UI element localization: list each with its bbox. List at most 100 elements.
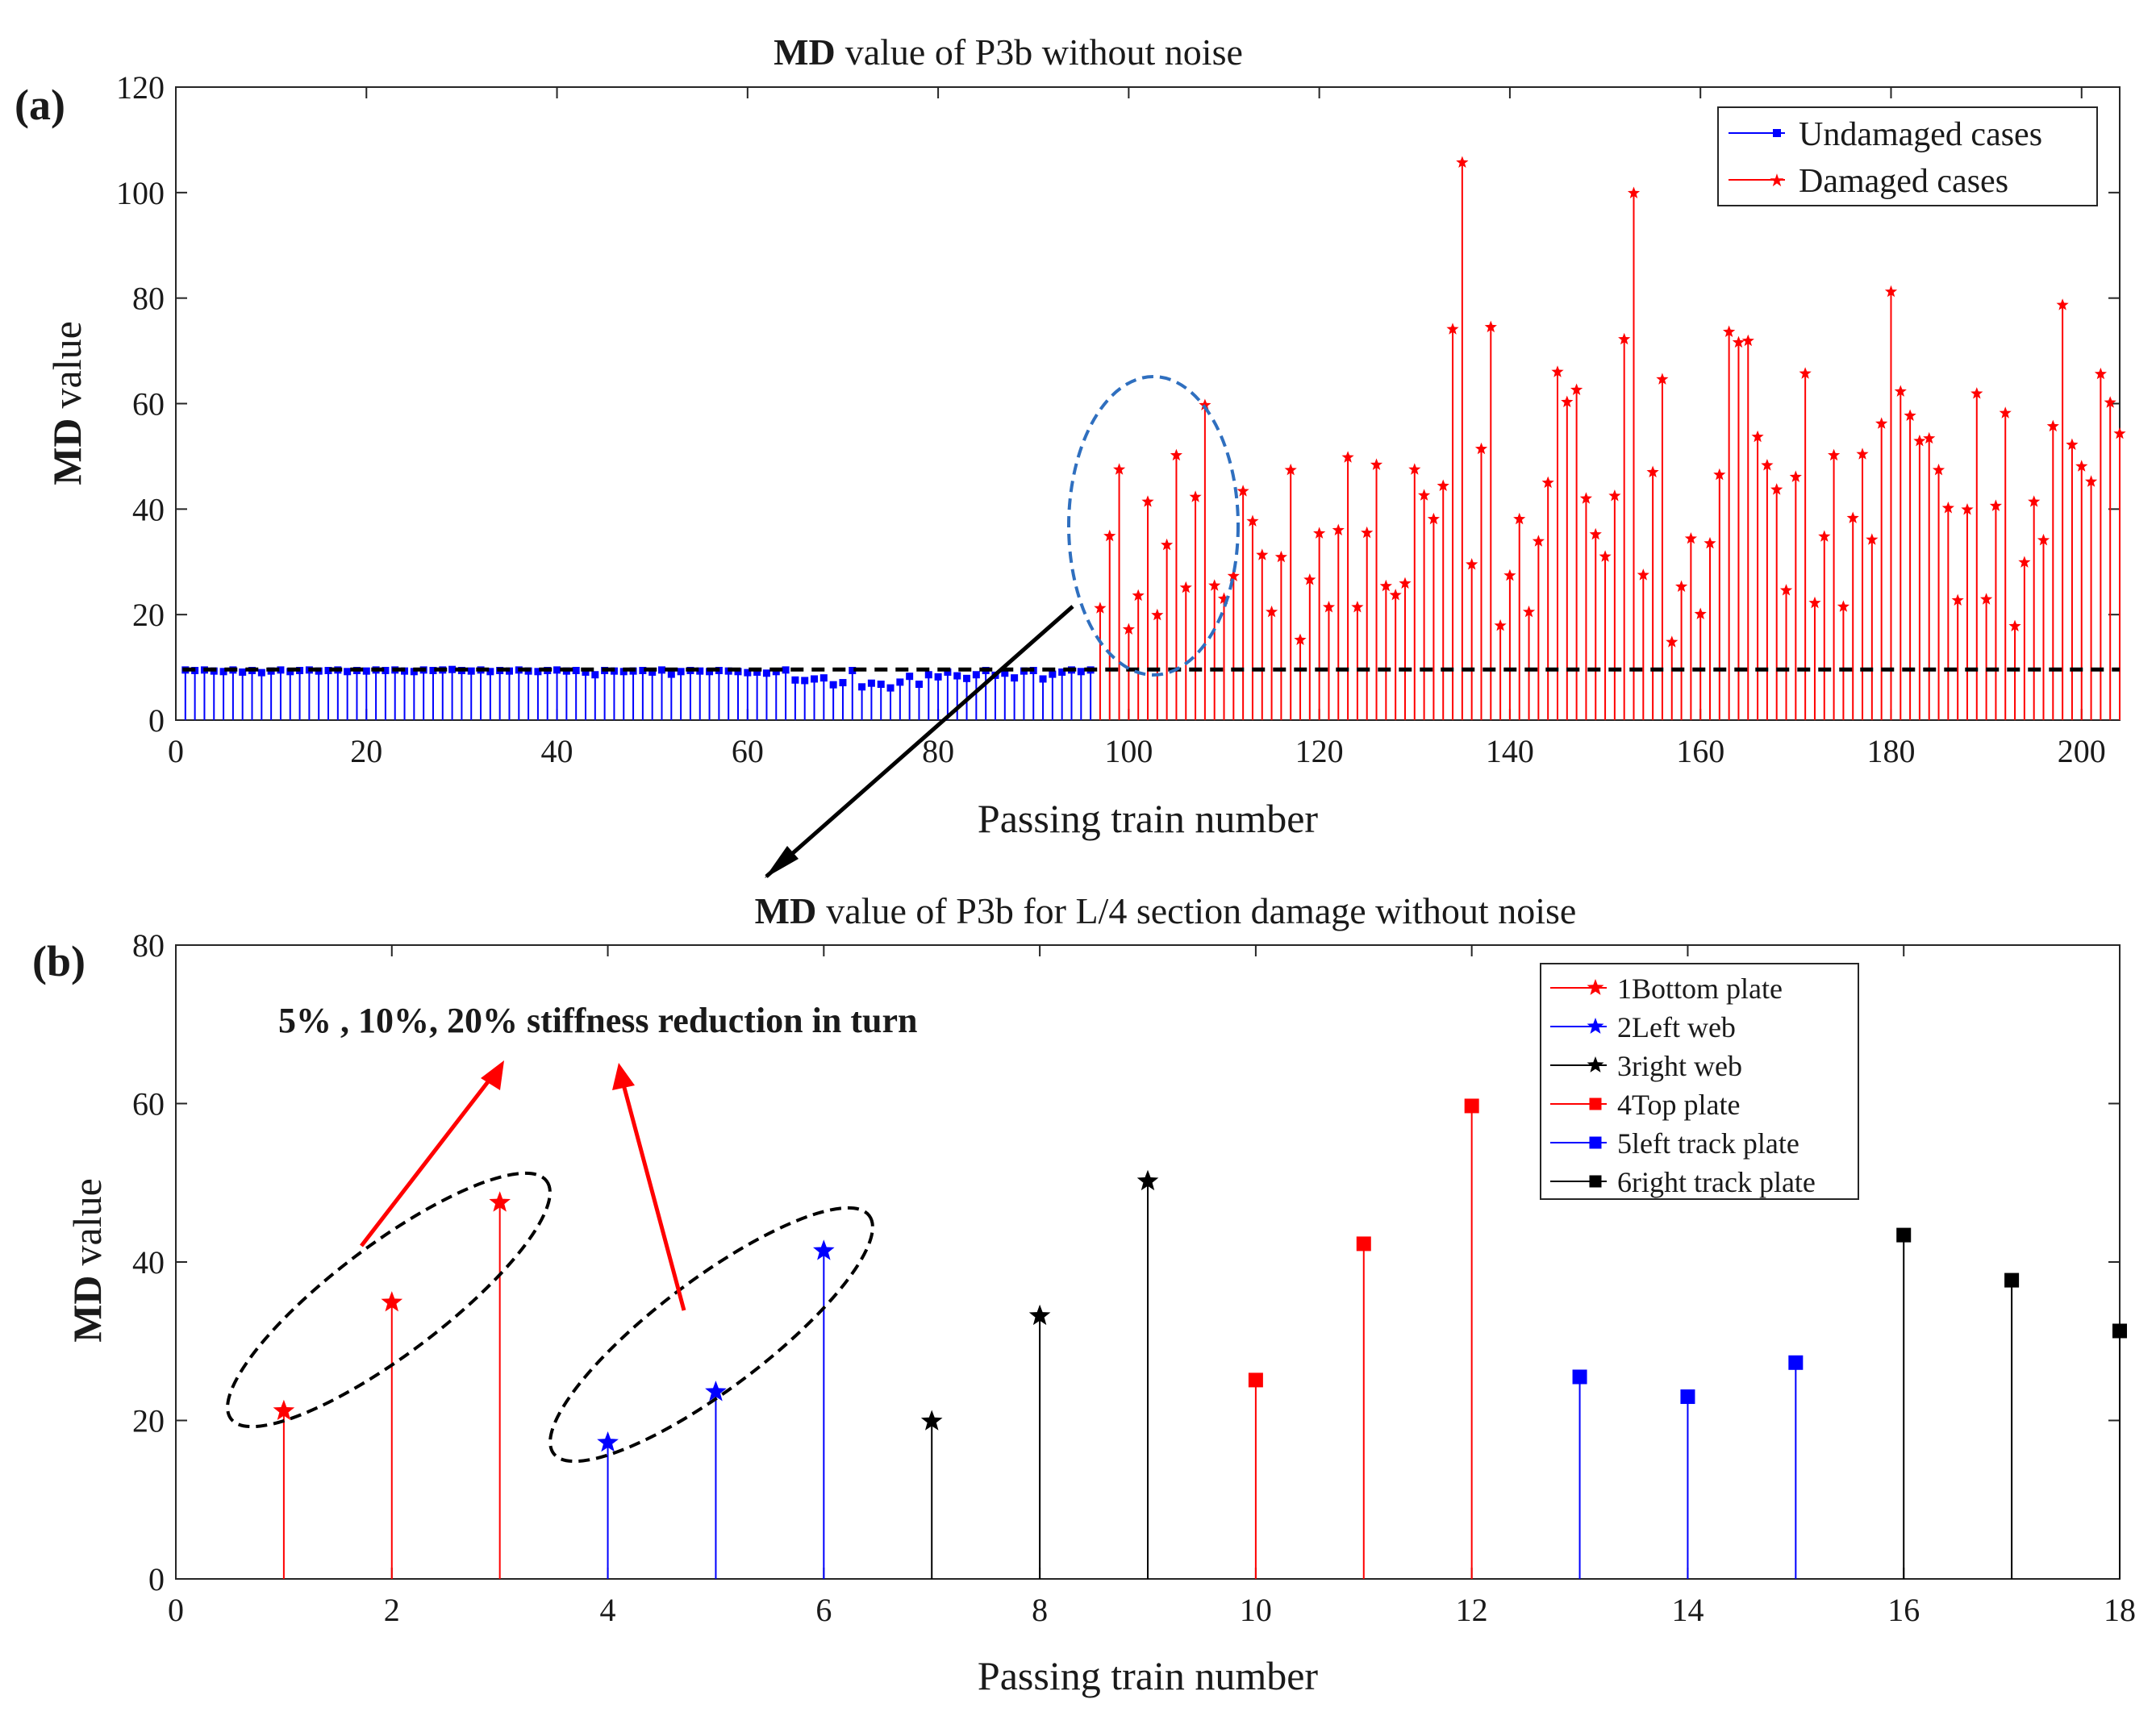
panel-a-ytick-label: 120 xyxy=(116,69,165,106)
damaged-point xyxy=(1627,186,1641,198)
undamaged-point xyxy=(734,668,742,676)
undamaged-point xyxy=(867,679,875,687)
damaged-point xyxy=(1732,335,1745,348)
panel-a-xtick-label: 160 xyxy=(1676,733,1724,769)
undamaged-point xyxy=(782,666,790,674)
damaged-point xyxy=(2018,556,2031,568)
panel-b-xtick-label: 8 xyxy=(1032,1592,1048,1628)
damaged-point xyxy=(1637,569,1649,581)
panel-a-xtick-label: 180 xyxy=(1866,733,1915,769)
undamaged-point xyxy=(467,667,475,675)
damaged-point xyxy=(1332,523,1345,535)
undamaged-point xyxy=(486,668,494,676)
damaged-point xyxy=(1122,623,1135,635)
legend-label-2: 2Left web xyxy=(1617,1011,1736,1043)
damaged-point xyxy=(1341,451,1354,463)
damaged-point xyxy=(1923,431,1936,444)
damaged-point xyxy=(1589,527,1602,540)
undamaged-point xyxy=(534,668,542,676)
series-5-point xyxy=(1680,1389,1695,1405)
undamaged-point xyxy=(858,683,866,691)
undamaged-point xyxy=(286,668,294,676)
series-3-point xyxy=(1028,1304,1051,1326)
undamaged-point xyxy=(324,667,332,675)
panel-a-ytick-label: 60 xyxy=(132,386,165,423)
series-4-point xyxy=(1248,1372,1263,1388)
panel-a-ytick-label: 80 xyxy=(132,281,165,317)
panel-a-legend: Undamaged cases ★ Damaged cases xyxy=(1717,106,2098,206)
damaged-point xyxy=(1494,619,1507,631)
damaged-point xyxy=(1437,479,1449,491)
damaged-point xyxy=(1561,395,1574,407)
legend-marker-3 xyxy=(1587,1056,1604,1072)
panel-a-label: (a) xyxy=(15,81,65,129)
legend-marker-undamaged xyxy=(1773,129,1781,137)
damaged-point xyxy=(1808,596,1821,609)
damaged-point xyxy=(1408,463,1421,475)
panel-a-xtick-label: 0 xyxy=(168,733,184,769)
damaged-point xyxy=(1532,535,1545,547)
damaged-point xyxy=(2085,475,2098,487)
undamaged-point xyxy=(772,668,780,676)
panel-b-ylabel-rest: value xyxy=(65,1178,110,1265)
panel-b-title-md: MD xyxy=(755,890,817,931)
panel-a-xtick-label: 80 xyxy=(922,733,954,769)
undamaged-point xyxy=(1011,674,1019,682)
damaged-point xyxy=(1208,579,1221,591)
series-4-point xyxy=(1356,1236,1371,1252)
damaged-point xyxy=(1751,430,1764,443)
series-6-point xyxy=(2004,1272,2020,1288)
undamaged-point xyxy=(819,674,828,682)
damaged-point xyxy=(1322,601,1336,613)
panel-a-xtick-label: 140 xyxy=(1486,733,1534,769)
series-5-point xyxy=(1788,1355,1804,1370)
damaged-point xyxy=(1789,470,1802,482)
damaged-point xyxy=(1351,601,1364,613)
damaged-point xyxy=(1713,468,1726,481)
panel-a-xtick-label: 200 xyxy=(2058,733,2106,769)
damaged-point xyxy=(1446,323,1459,335)
undamaged-point xyxy=(677,668,685,676)
damaged-point xyxy=(1941,502,1954,514)
undamaged-point xyxy=(582,668,590,676)
damaged-point xyxy=(1313,527,1326,539)
undamaged-point xyxy=(706,668,714,676)
legend-marker-6 xyxy=(1589,1175,1602,1188)
damaged-point xyxy=(1522,605,1536,618)
panel-b-legend-box xyxy=(1540,963,1859,1200)
damaged-point xyxy=(1875,417,1888,429)
damaged-point xyxy=(1961,503,1974,515)
damaged-point xyxy=(2056,298,2069,310)
panel-b-legend: 1Bottom plate 2Left web 3right web 4Top pla… xyxy=(1540,963,1859,1200)
panel-a: (a) MD value of P3b without noise 0 20 40 60… xyxy=(15,31,2126,878)
damaged-point xyxy=(1456,156,1469,168)
damaged-point xyxy=(1151,608,1164,621)
highlight-ellipse-left-web xyxy=(548,1206,874,1464)
legend-label-undamaged: Undamaged cases xyxy=(1799,116,2042,153)
damaged-point xyxy=(1389,589,1402,601)
legend-label-1: 1Bottom plate xyxy=(1617,973,1783,1005)
damaged-point xyxy=(1227,569,1240,581)
undamaged-point xyxy=(944,668,952,676)
undamaged-point xyxy=(896,678,904,686)
damaged-point xyxy=(1866,533,1879,545)
legend-label-damaged: Damaged cases xyxy=(1799,163,2008,200)
damaged-point xyxy=(1189,490,1202,502)
damaged-point xyxy=(1570,383,1583,395)
legend-marker-5 xyxy=(1589,1136,1602,1149)
highlight-ellipse-bottom-plate xyxy=(226,1171,552,1429)
undamaged-point xyxy=(753,668,761,676)
undamaged-point xyxy=(877,681,885,689)
undamaged-point xyxy=(953,672,961,680)
undamaged-point xyxy=(382,667,390,675)
undamaged-point xyxy=(801,677,809,685)
legend-marker-damaged: ★ xyxy=(1769,170,1785,190)
undamaged-point xyxy=(410,668,418,676)
damaged-point xyxy=(1551,365,1564,377)
panel-b-ytick-label: 60 xyxy=(132,1086,165,1122)
damaged-point xyxy=(1913,434,1926,447)
undamaged-point xyxy=(619,668,628,676)
undamaged-point xyxy=(963,674,971,682)
undamaged-point xyxy=(972,671,980,679)
undamaged-point xyxy=(791,676,799,684)
